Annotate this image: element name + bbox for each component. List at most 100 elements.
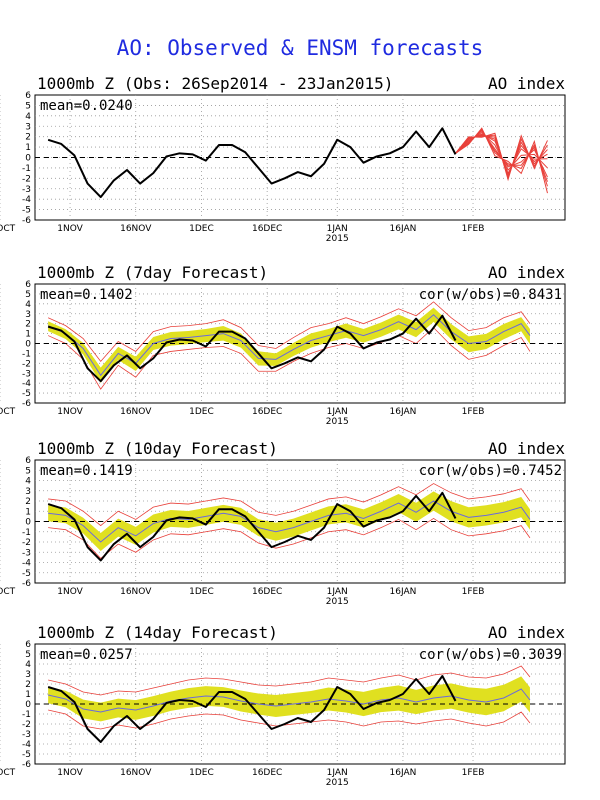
- panel-4: 1000mb Z (14day Forecast) AO index-6-5-4-…: [0, 623, 566, 788]
- y-tick-label: 3: [25, 310, 31, 320]
- y-tick-label: 4: [25, 112, 31, 122]
- y-tick-label: 0: [25, 518, 31, 528]
- mean-stat: mean=0.1402: [40, 287, 133, 303]
- correlation-stat: cor(w/obs)=0.8431: [419, 287, 562, 303]
- y-tick-label: 1: [25, 690, 31, 700]
- mean-stat: mean=0.0257: [40, 647, 133, 663]
- x-tick-label: 1FEB: [462, 224, 485, 234]
- y-tick-label: -6: [22, 399, 31, 409]
- x-tick-label: 16JAN: [390, 768, 417, 778]
- x-tick-label: 1DEC: [189, 768, 214, 778]
- y-tick-label: -4: [22, 559, 31, 569]
- y-tick-label: 3: [25, 122, 31, 132]
- y-tick-label: 6: [25, 640, 31, 650]
- y-tick-label: -1: [22, 164, 31, 174]
- panel-3: 1000mb Z (10day Forecast) AO index-6-5-4-…: [0, 439, 566, 607]
- x-tick-label: 16JAN: [390, 224, 417, 234]
- x-tick-year: 2015: [326, 234, 349, 244]
- y-tick-label: 0: [25, 154, 31, 164]
- x-tick-label: 16DEC: [252, 224, 282, 234]
- y-tick-label: 5: [25, 466, 31, 476]
- y-tick-label: -6: [22, 579, 31, 589]
- x-tick-label: 16NOV: [120, 224, 152, 234]
- y-tick-label: -2: [22, 538, 31, 548]
- panel-2: 1000mb Z (7day Forecast) AO index -6-5-4-3…: [0, 263, 566, 427]
- panel-index-label: AO index: [488, 623, 565, 642]
- x-tick-label: 1DEC: [189, 587, 214, 597]
- x-tick-label: 16OCT: [0, 224, 16, 234]
- x-tick-label: 1FEB: [462, 768, 485, 778]
- y-tick-label: 1: [25, 143, 31, 153]
- panel-index-label: AO index: [488, 263, 565, 282]
- x-tick-label: 1DEC: [189, 224, 214, 234]
- lower-envelope: [47, 327, 531, 390]
- y-tick-label: 2: [25, 133, 31, 143]
- x-tick-label: 16OCT: [0, 768, 16, 778]
- y-tick-label: 1: [25, 507, 31, 517]
- panel-header: 1000mb Z (7day Forecast): [37, 263, 268, 282]
- y-tick-label: 3: [25, 487, 31, 497]
- y-tick-label: -1: [22, 710, 31, 720]
- y-tick-label: -2: [22, 359, 31, 369]
- panel-index-label: AO index: [488, 439, 565, 458]
- x-tick-label: 16DEC: [252, 768, 282, 778]
- y-tick-label: 5: [25, 101, 31, 111]
- y-tick-label: 6: [25, 280, 31, 290]
- y-tick-label: 1: [25, 330, 31, 340]
- y-tick-label: -2: [22, 174, 31, 184]
- y-tick-label: -3: [22, 730, 31, 740]
- y-tick-label: 2: [25, 320, 31, 330]
- panel-index-label: AO index: [488, 74, 565, 93]
- x-tick-year: 2015: [326, 778, 349, 788]
- y-tick-label: 5: [25, 650, 31, 660]
- ensemble-mean-line: [48, 688, 531, 713]
- y-tick-label: -4: [22, 740, 31, 750]
- y-tick-label: -6: [22, 216, 31, 226]
- y-tick-label: 6: [25, 91, 31, 101]
- x-tick-label: 1NOV: [57, 768, 83, 778]
- x-tick-label: 16NOV: [120, 407, 152, 417]
- x-tick-label: 1JAN: [327, 587, 348, 597]
- x-tick-label: 1JAN: [327, 768, 348, 778]
- spread-band: [48, 676, 530, 722]
- x-tick-label: 16JAN: [390, 407, 417, 417]
- x-tick-label: 1JAN: [327, 407, 348, 417]
- x-tick-year: 2015: [326, 417, 349, 427]
- x-tick-label: 16DEC: [252, 407, 282, 417]
- upper-envelope: [48, 665, 531, 696]
- x-tick-label: 16NOV: [120, 587, 152, 597]
- x-tick-label: 16OCT: [0, 587, 16, 597]
- y-tick-label: 0: [25, 340, 31, 350]
- y-tick-label: -3: [22, 369, 31, 379]
- y-tick-label: -1: [22, 349, 31, 359]
- ensemble-member-line: [455, 134, 548, 180]
- observed-line: [47, 491, 457, 562]
- y-tick-label: 3: [25, 670, 31, 680]
- mean-stat: mean=0.0240: [40, 98, 133, 114]
- x-tick-label: 16NOV: [120, 768, 152, 778]
- y-tick-label: -5: [22, 750, 31, 760]
- upper-envelope: [48, 483, 531, 527]
- lower-envelope: [48, 709, 531, 730]
- x-tick-label: 1NOV: [57, 407, 83, 417]
- x-tick-label: 1FEB: [462, 407, 485, 417]
- y-tick-label: -1: [22, 528, 31, 538]
- ensemble-mean-line: [48, 500, 531, 543]
- y-tick-label: 4: [25, 300, 31, 310]
- y-tick-label: 4: [25, 660, 31, 670]
- correlation-stat: cor(w/obs)=0.3039: [419, 647, 562, 663]
- x-tick-year: 2015: [326, 597, 349, 607]
- y-tick-label: -6: [22, 760, 31, 770]
- x-tick-label: 1JAN: [327, 224, 348, 234]
- y-tick-label: 0: [25, 700, 31, 710]
- panel-1: 1000mb Z (Obs: 26Sep2014 - 23Jan2015) AO …: [0, 74, 566, 244]
- panel-header: 1000mb Z (Obs: 26Sep2014 - 23Jan2015): [37, 74, 393, 93]
- x-tick-label: 16JAN: [390, 587, 417, 597]
- x-tick-label: 1FEB: [462, 587, 485, 597]
- x-tick-label: 1DEC: [189, 407, 214, 417]
- correlation-stat: cor(w/obs)=0.7452: [419, 463, 562, 479]
- y-tick-label: 6: [25, 456, 31, 466]
- y-tick-label: 5: [25, 290, 31, 300]
